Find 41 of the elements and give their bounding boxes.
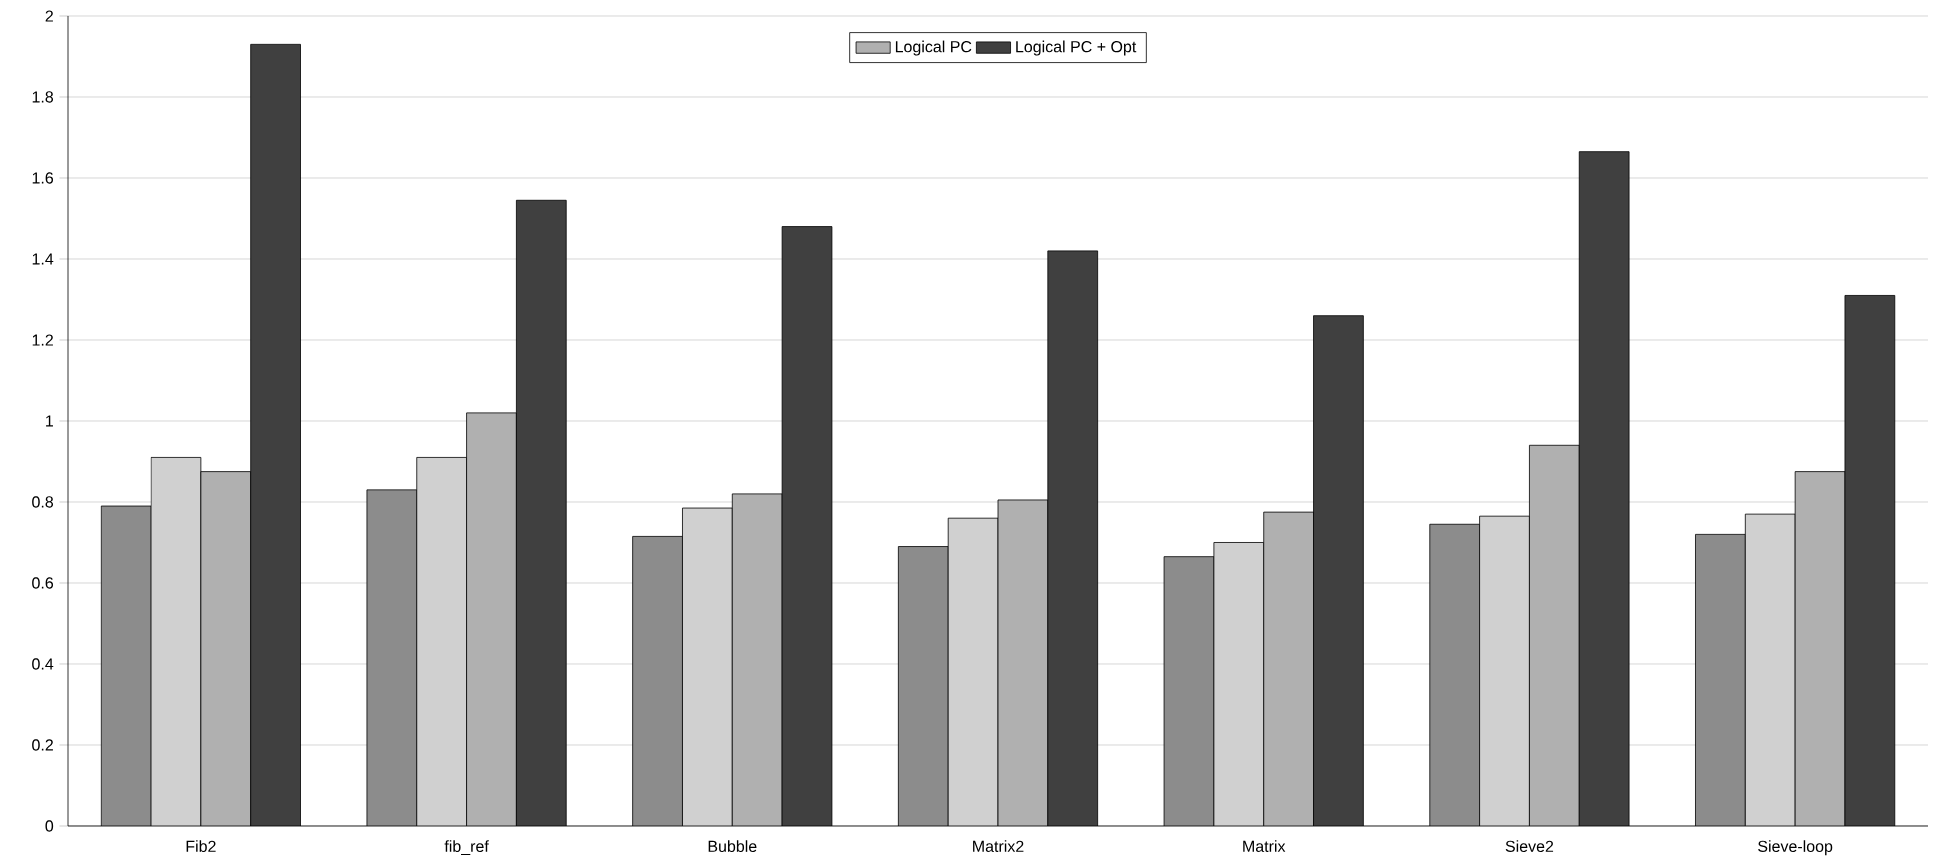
bar <box>632 536 683 826</box>
bar <box>250 44 301 826</box>
bar <box>366 489 417 826</box>
x-tick-label: Fib2 <box>186 840 216 853</box>
bar <box>1429 524 1480 826</box>
bar <box>516 200 567 826</box>
y-tick-label: 0.4 <box>32 658 54 670</box>
bar <box>1529 445 1580 826</box>
legend-label: Logical PC <box>895 40 972 56</box>
y-tick-label: 1.4 <box>32 253 54 265</box>
x-tick-label: fib_ref <box>444 840 489 856</box>
bar <box>998 499 1048 826</box>
bar <box>200 471 251 826</box>
legend-label: Logical PC + Opt <box>1016 40 1137 56</box>
x-tick-label: Matrix <box>1243 840 1286 853</box>
y-tick-label: 2 <box>45 10 53 22</box>
y-tick-label: 0 <box>45 820 54 832</box>
bar <box>1164 556 1214 826</box>
x-tick-label: Sieve2 <box>1505 840 1554 853</box>
x-tick-label: Bubble <box>708 840 757 853</box>
y-tick-label: 0.8 <box>32 496 54 508</box>
bar <box>898 546 949 826</box>
x-tick-label: Matrix2 <box>973 840 1024 853</box>
bar <box>1794 471 1846 826</box>
bar <box>1579 151 1630 826</box>
y-tick-label: 1.6 <box>32 172 54 184</box>
y-tick-label: 1.8 <box>32 91 54 103</box>
bar <box>1263 512 1314 826</box>
bar <box>1695 533 1746 826</box>
bar <box>1313 315 1364 826</box>
bar <box>466 412 517 826</box>
bar <box>1047 250 1098 826</box>
x-tick-label: Sieve-loop <box>1758 840 1833 856</box>
y-tick-label: 0.6 <box>32 577 54 589</box>
bar <box>782 226 832 826</box>
y-tick-label: 1 <box>46 415 53 427</box>
y-tick-label: 1.2 <box>32 334 53 346</box>
bar <box>101 506 152 826</box>
y-tick-label: 0.2 <box>32 739 53 751</box>
bar <box>732 493 783 826</box>
bar <box>1844 295 1896 826</box>
